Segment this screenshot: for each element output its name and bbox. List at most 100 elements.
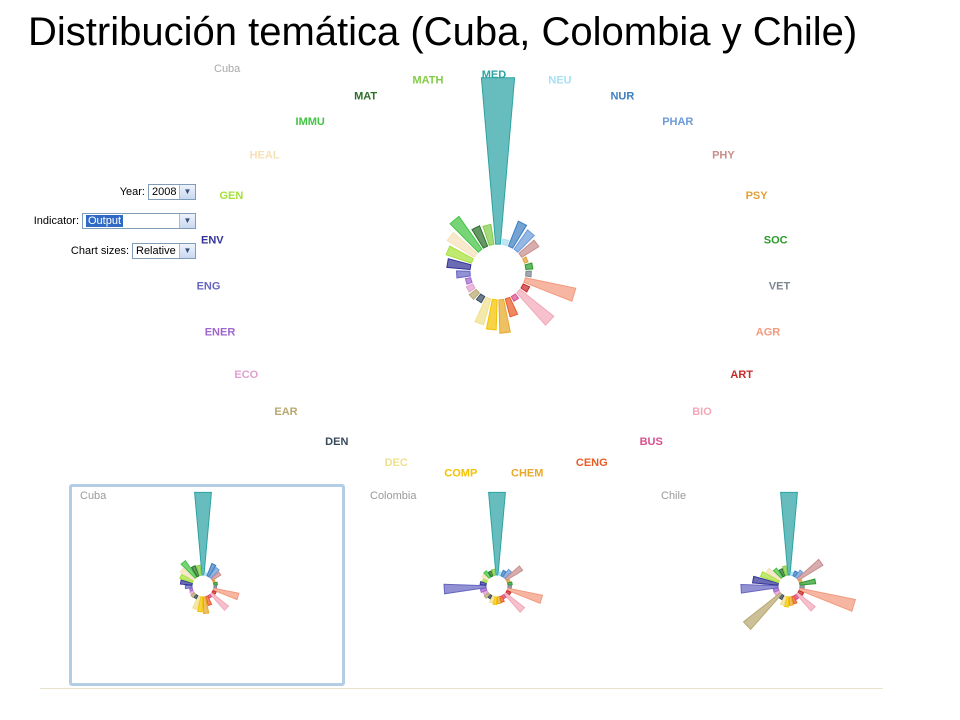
bar-comp[interactable] [492, 596, 498, 606]
bar-eng[interactable] [184, 584, 193, 590]
bar-agr[interactable] [506, 587, 544, 604]
bar-soc[interactable] [507, 581, 513, 586]
bar-mat[interactable] [487, 570, 494, 578]
bar-env[interactable] [751, 575, 779, 586]
bar-ceng[interactable] [504, 296, 519, 318]
bar-art[interactable] [520, 283, 531, 293]
bar-math[interactable] [482, 223, 495, 246]
bar-comp[interactable] [784, 596, 790, 608]
bar-mat[interactable] [190, 565, 200, 578]
bar-ener[interactable] [479, 587, 488, 593]
bar-den[interactable] [193, 593, 199, 600]
bar-den[interactable] [475, 293, 486, 304]
bar-med[interactable] [194, 491, 212, 576]
bar-ener[interactable] [188, 587, 194, 592]
small-chart-colombia[interactable]: Colombia [360, 484, 636, 686]
bar-eng[interactable] [455, 270, 471, 279]
bar-soc[interactable] [213, 581, 218, 586]
bar-nur[interactable] [206, 562, 217, 578]
bar-med[interactable] [780, 491, 798, 576]
chevron-down-icon[interactable]: ▼ [179, 185, 195, 199]
bar-immu[interactable] [483, 570, 492, 579]
bar-env[interactable] [479, 580, 487, 586]
bar-agr[interactable] [212, 587, 240, 601]
bar-psy[interactable] [506, 578, 511, 584]
bar-ear[interactable] [742, 592, 783, 631]
bar-med[interactable] [488, 491, 506, 576]
bar-heal[interactable] [481, 573, 490, 581]
bar-dec[interactable] [192, 595, 201, 611]
bar-psy[interactable] [522, 256, 529, 264]
bar-bus[interactable] [793, 593, 800, 601]
bar-phy[interactable] [504, 565, 524, 581]
bar-comp[interactable] [485, 298, 498, 331]
bar-gen[interactable] [179, 573, 194, 584]
bar-math[interactable] [195, 564, 202, 577]
bar-eco[interactable] [189, 589, 195, 596]
bar-phar[interactable] [208, 566, 220, 579]
bar-soc[interactable] [524, 262, 534, 271]
bar-comp[interactable] [197, 596, 204, 613]
bar-chem[interactable] [496, 596, 502, 605]
bar-eng[interactable] [443, 583, 487, 595]
bar-ener[interactable] [464, 277, 473, 285]
bar-gen[interactable] [481, 577, 488, 584]
bar-nur[interactable] [507, 220, 528, 249]
bar-neu[interactable] [501, 238, 510, 246]
sizes-select[interactable]: Relative ▼ [132, 243, 196, 259]
bar-art[interactable] [505, 589, 512, 596]
bar-heal[interactable] [765, 567, 782, 581]
bar-psy[interactable] [212, 579, 216, 584]
bar-neu[interactable] [204, 571, 208, 577]
bar-art[interactable] [797, 589, 805, 597]
bar-phy[interactable] [518, 239, 540, 258]
year-select[interactable]: 2008 ▼ [148, 184, 196, 200]
small-chart-cuba[interactable]: Cuba [69, 484, 345, 686]
bar-bus[interactable] [510, 293, 520, 303]
bar-mat[interactable] [778, 568, 786, 578]
bar-bio[interactable] [209, 592, 230, 612]
bar-vet[interactable] [799, 584, 805, 589]
bar-immu[interactable] [180, 559, 198, 579]
bar-env[interactable] [446, 258, 472, 271]
bar-bio[interactable] [503, 592, 526, 613]
bar-den[interactable] [778, 593, 785, 601]
bar-chem[interactable] [202, 596, 210, 615]
bar-ener[interactable] [772, 587, 780, 593]
bar-soc[interactable] [799, 578, 817, 586]
bar-heal[interactable] [179, 567, 196, 581]
bar-phy[interactable] [210, 571, 222, 581]
bar-immu[interactable] [772, 567, 784, 579]
bar-bio[interactable] [795, 592, 816, 612]
bar-dec[interactable] [474, 296, 492, 326]
bar-eco[interactable] [773, 589, 781, 597]
bar-nur[interactable] [792, 570, 799, 578]
bar-phy[interactable] [796, 558, 824, 581]
bar-chem[interactable] [788, 596, 794, 606]
bar-bus[interactable] [501, 593, 507, 600]
bar-neu[interactable] [790, 571, 795, 577]
bar-vet[interactable] [507, 584, 513, 589]
bar-nur[interactable] [500, 569, 507, 578]
bar-ear[interactable] [468, 288, 480, 301]
bar-eco[interactable] [482, 589, 489, 596]
bar-immu[interactable] [449, 215, 483, 253]
bar-heal[interactable] [446, 231, 478, 258]
bar-math[interactable] [490, 568, 496, 577]
bar-eco[interactable] [465, 283, 476, 293]
bar-med[interactable] [480, 77, 516, 245]
bar-math[interactable] [781, 565, 788, 577]
bar-dec[interactable] [779, 595, 787, 607]
bar-vet[interactable] [213, 585, 218, 589]
bar-phar[interactable] [794, 569, 804, 579]
bar-mat[interactable] [471, 225, 489, 249]
bar-chem[interactable] [498, 298, 511, 334]
bar-den[interactable] [487, 593, 493, 600]
bar-phar[interactable] [513, 229, 536, 253]
small-chart-chile[interactable]: Chile [652, 484, 928, 686]
bar-ceng[interactable] [499, 595, 505, 604]
bar-ceng[interactable] [205, 595, 213, 607]
bar-phar[interactable] [502, 568, 513, 579]
bar-bio[interactable] [516, 288, 555, 326]
bar-gen[interactable] [445, 245, 474, 264]
